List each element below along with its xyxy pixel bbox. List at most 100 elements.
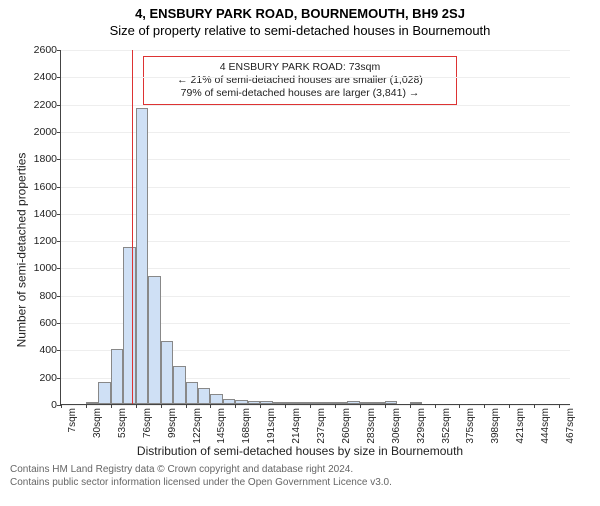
x-tick-label: 99sqm	[165, 408, 178, 468]
x-tick-label: 191sqm	[264, 408, 277, 468]
histogram-bar	[98, 382, 110, 404]
histogram-bar	[136, 108, 148, 404]
y-tick-label: 1400	[17, 208, 61, 220]
x-tick-mark	[385, 404, 386, 408]
y-tick-mark	[57, 77, 61, 78]
y-tick-mark	[57, 132, 61, 133]
x-axis-label: Distribution of semi-detached houses by …	[0, 444, 600, 458]
x-tick-mark	[136, 404, 137, 408]
x-tick-mark	[111, 404, 112, 408]
plot-area: 4 ENSBURY PARK ROAD: 73sqm ← 21% of semi…	[60, 50, 570, 405]
histogram-bar	[223, 399, 235, 404]
y-tick-label: 600	[17, 317, 61, 329]
x-tick-label: 352sqm	[439, 408, 452, 468]
histogram-bar	[310, 402, 322, 404]
x-tick-label: 76sqm	[140, 408, 153, 468]
y-tick-label: 1800	[17, 153, 61, 165]
histogram-bar	[360, 402, 372, 404]
histogram-bar	[86, 402, 98, 404]
x-tick-label: 467sqm	[563, 408, 576, 468]
reference-line	[132, 50, 133, 404]
histogram-bar	[198, 388, 210, 404]
y-tick-label: 1000	[17, 262, 61, 274]
x-tick-mark	[459, 404, 460, 408]
x-tick-mark	[509, 404, 510, 408]
x-tick-label: 444sqm	[538, 408, 551, 468]
histogram-bar	[210, 394, 222, 404]
y-tick-mark	[57, 50, 61, 51]
x-tick-label: 7sqm	[65, 408, 78, 468]
y-tick-label: 2200	[17, 99, 61, 111]
y-tick-mark	[57, 241, 61, 242]
histogram-bar	[372, 402, 384, 404]
histogram-bar	[148, 276, 160, 404]
x-tick-mark	[235, 404, 236, 408]
callout-line3: 79% of semi-detached houses are larger (…	[150, 87, 450, 100]
x-tick-mark	[335, 404, 336, 408]
x-tick-label: 283sqm	[364, 408, 377, 468]
histogram-bar	[161, 341, 173, 404]
x-tick-mark	[210, 404, 211, 408]
histogram-bar	[285, 402, 297, 404]
histogram-bar	[410, 402, 422, 404]
x-tick-mark	[285, 404, 286, 408]
y-tick-mark	[57, 159, 61, 160]
x-tick-mark	[435, 404, 436, 408]
gridline	[61, 105, 570, 106]
y-tick-mark	[57, 268, 61, 269]
histogram-bar	[273, 402, 285, 404]
histogram-bar	[385, 401, 397, 404]
x-tick-mark	[86, 404, 87, 408]
gridline	[61, 77, 570, 78]
x-tick-mark	[186, 404, 187, 408]
histogram-bar	[248, 401, 260, 404]
x-tick-label: 375sqm	[463, 408, 476, 468]
y-tick-label: 2000	[17, 126, 61, 138]
chart-title-sub: Size of property relative to semi-detach…	[0, 23, 600, 38]
y-tick-mark	[57, 378, 61, 379]
x-tick-mark	[559, 404, 560, 408]
x-tick-label: 122sqm	[190, 408, 203, 468]
x-tick-mark	[410, 404, 411, 408]
histogram-bar	[111, 349, 123, 404]
y-tick-label: 2600	[17, 44, 61, 56]
x-tick-label: 237sqm	[314, 408, 327, 468]
y-tick-label: 2400	[17, 71, 61, 83]
histogram-bar	[347, 401, 359, 404]
callout-box: 4 ENSBURY PARK ROAD: 73sqm ← 21% of semi…	[143, 56, 457, 105]
y-tick-label: 400	[17, 344, 61, 356]
x-tick-label: 306sqm	[389, 408, 402, 468]
y-tick-label: 1600	[17, 181, 61, 193]
gridline	[61, 50, 570, 51]
x-tick-label: 30sqm	[90, 408, 103, 468]
histogram-bar	[235, 400, 247, 404]
x-tick-label: 214sqm	[289, 408, 302, 468]
y-tick-label: 1200	[17, 235, 61, 247]
chart-title-main: 4, ENSBURY PARK ROAD, BOURNEMOUTH, BH9 2…	[0, 6, 600, 21]
y-tick-mark	[57, 105, 61, 106]
y-tick-mark	[57, 296, 61, 297]
histogram-bar	[186, 382, 198, 404]
x-tick-label: 421sqm	[513, 408, 526, 468]
callout-line2: ← 21% of semi-detached houses are smalle…	[150, 74, 450, 87]
y-tick-mark	[57, 187, 61, 188]
x-tick-mark	[260, 404, 261, 408]
y-tick-label: 0	[17, 399, 61, 411]
histogram-bar	[298, 402, 310, 404]
x-tick-mark	[61, 404, 62, 408]
x-tick-mark	[360, 404, 361, 408]
x-tick-mark	[484, 404, 485, 408]
y-tick-label: 800	[17, 290, 61, 302]
gridline	[61, 405, 570, 406]
chart-container: Number of semi-detached properties 4 ENS…	[0, 40, 600, 460]
x-tick-mark	[310, 404, 311, 408]
footer-line2: Contains public sector information licen…	[10, 477, 592, 490]
histogram-bar	[322, 402, 334, 404]
x-tick-label: 168sqm	[239, 408, 252, 468]
y-tick-mark	[57, 323, 61, 324]
x-tick-mark	[161, 404, 162, 408]
y-tick-label: 200	[17, 372, 61, 384]
histogram-bar	[260, 401, 272, 404]
x-tick-label: 53sqm	[115, 408, 128, 468]
histogram-bar	[173, 366, 185, 404]
